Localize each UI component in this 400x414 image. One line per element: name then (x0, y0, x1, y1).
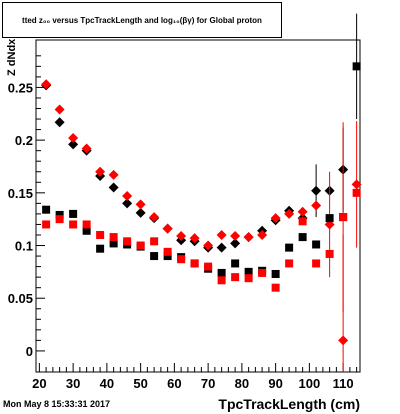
square-marker (325, 214, 334, 223)
y-tick-label: 0 (26, 344, 33, 359)
square-marker (109, 239, 118, 248)
diamond-marker (54, 117, 65, 128)
square-marker (204, 262, 213, 271)
square-marker (190, 259, 199, 268)
diamond-marker (230, 231, 241, 242)
diamond-marker (149, 212, 160, 223)
square-marker (285, 259, 294, 268)
diamond-marker (257, 229, 268, 240)
diamond-marker (338, 335, 349, 346)
x-tick-label: 80 (235, 376, 249, 391)
square-marker (339, 213, 348, 222)
y-tick-label: 0.25 (8, 80, 33, 95)
diamond-marker (243, 232, 254, 243)
square-marker (136, 241, 145, 250)
x-tick-label: 30 (66, 376, 80, 391)
square-marker (123, 237, 132, 246)
square-marker (325, 249, 334, 258)
square-marker (258, 268, 267, 277)
diamond-marker (108, 182, 119, 193)
x-tick-label: 40 (100, 376, 114, 391)
diamond-marker (95, 166, 106, 177)
square-marker (150, 252, 159, 261)
y-tick-label: 0.15 (8, 186, 33, 201)
square-marker (55, 215, 64, 224)
diamond-marker (41, 79, 52, 90)
diamond-marker (351, 179, 362, 190)
diamond-marker (54, 104, 65, 115)
square-marker (352, 188, 361, 197)
y-tick-label: 0.1 (15, 239, 33, 254)
diamond-marker (216, 229, 227, 240)
square-marker (217, 268, 226, 277)
diamond-marker (216, 242, 227, 253)
square-marker (312, 259, 321, 268)
x-tick-label: 90 (268, 376, 282, 391)
diamond-marker (68, 139, 79, 150)
square-marker (244, 274, 253, 283)
square-marker (177, 255, 186, 264)
axes: 20 30 40 50 60 70 80 90 100 110 0 0.05 0.1 0.15 0.2 0.2… (8, 39, 361, 391)
timestamp: Mon May 8 15:33:31 2017 (3, 399, 111, 409)
square-marker (298, 233, 307, 242)
x-tick-label: 20 (32, 376, 46, 391)
diamond-marker (203, 240, 214, 251)
x-tick-label: 70 (201, 376, 215, 391)
square-marker (82, 220, 91, 229)
square-marker (55, 210, 64, 219)
square-marker (163, 247, 172, 256)
diamond-marker (81, 143, 92, 154)
square-marker (285, 243, 294, 252)
square-marker (352, 62, 361, 71)
diamond-marker (311, 185, 322, 196)
diamond-marker (270, 213, 281, 224)
square-marker (42, 205, 51, 214)
square-marker (69, 209, 78, 218)
square-marker (231, 259, 240, 268)
diamond-marker (135, 199, 146, 210)
square-marker (271, 283, 280, 292)
square-marker (42, 220, 51, 229)
y-tick-label: 0.2 (15, 133, 33, 148)
chart-title: tted z₀₀ versus TpcTrackLength and log₁₀… (2, 2, 282, 38)
square-marker (298, 217, 307, 226)
x-axis-label: TpcTrackLength (cm) (218, 396, 360, 412)
square-marker (231, 273, 240, 282)
diamond-marker (68, 133, 79, 144)
diamond-marker (135, 207, 146, 218)
x-tick-label: 100 (299, 376, 321, 391)
x-tick-label: 60 (167, 376, 181, 391)
square-marker (96, 244, 105, 253)
y-axis-label: Z dNdx (6, 38, 18, 76)
square-marker (244, 267, 253, 276)
diamond-marker (311, 200, 322, 211)
square-marker (96, 230, 105, 239)
square-marker (109, 233, 118, 242)
x-tick-label: 50 (133, 376, 147, 391)
diamond-marker (176, 231, 187, 242)
square-marker (150, 237, 159, 246)
square-marker (312, 240, 321, 249)
x-tick-label: 110 (333, 376, 354, 391)
diamond-marker (230, 238, 241, 249)
data-markers (41, 13, 362, 372)
diamond-marker (122, 198, 133, 209)
diamond-marker (162, 223, 173, 234)
diamond-marker (297, 206, 308, 217)
square-marker (163, 252, 172, 261)
square-marker (82, 226, 91, 235)
square-marker (217, 276, 226, 285)
diamond-marker (189, 233, 200, 244)
y-tick-label: 0.05 (8, 291, 33, 306)
diamond-marker (122, 190, 133, 201)
diamond-marker (284, 208, 295, 219)
square-marker (69, 220, 78, 229)
diamond-marker (108, 169, 119, 180)
square-marker (271, 269, 280, 278)
plot-frame (35, 39, 361, 373)
